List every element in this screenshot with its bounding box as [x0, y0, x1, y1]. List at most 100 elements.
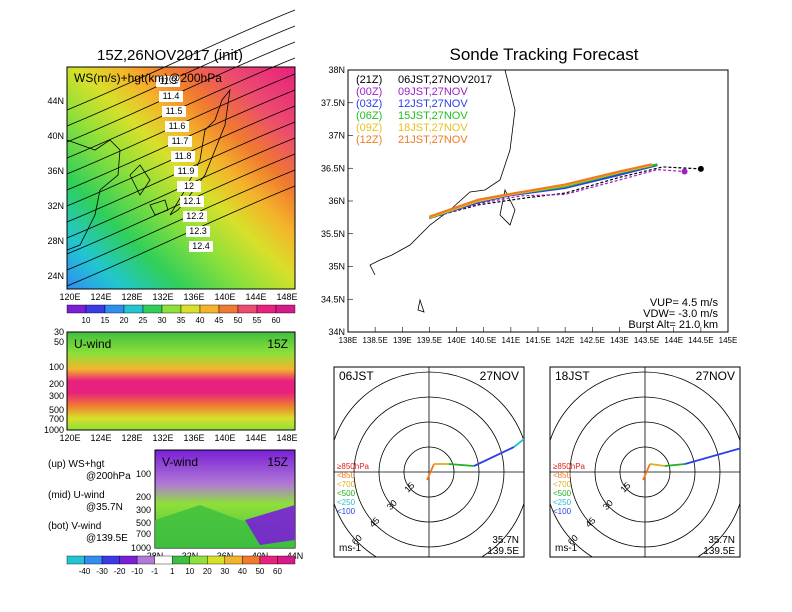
uwind-lon-label: 144E	[245, 433, 266, 443]
vwind-pressure-label: 700	[136, 529, 151, 539]
sonde-legend-label: 15JST,27NOV	[398, 110, 468, 122]
hodograph-segment	[664, 463, 686, 467]
sonde-lat-label: 36N	[328, 196, 345, 206]
sonde-track	[429, 168, 685, 220]
uwind-lon-label: 128E	[121, 433, 142, 443]
height-contour	[66, 9, 296, 111]
colorbar-swatch	[218, 304, 239, 314]
hodograph-level: <250	[337, 498, 356, 507]
panel-legend: (up) WS+hgt@200hPa (mid) U-wind@35.7N (bot…	[48, 459, 131, 544]
colorbar-swatch	[224, 555, 243, 565]
sonde-legend-label: 06JST,27NOV2017	[398, 74, 492, 86]
uwind-pressure-label: 200	[49, 379, 64, 389]
map-lat-label: 24N	[47, 271, 64, 281]
uwind-lon-label: 136E	[183, 433, 204, 443]
ws-colorbar: 10 15 20 25 30 35 40 45 50 55 60	[66, 304, 296, 325]
colorbar-tick-label: -30	[96, 567, 108, 576]
sonde-lon-label: 140.5E	[471, 336, 496, 345]
hodograph-segment	[473, 446, 515, 467]
colorbar-swatch	[123, 304, 144, 314]
hodograph-segment	[684, 447, 740, 465]
sonde-lat-label: 34N	[328, 327, 345, 337]
contour-label-bg	[165, 121, 189, 132]
sonde-lat-label: 35.5N	[321, 229, 345, 239]
map-lon-label: 132E	[152, 292, 173, 302]
sonde-landing-point	[681, 168, 688, 175]
hodograph-level: <500	[337, 489, 356, 498]
contour-label-bg	[168, 136, 192, 147]
sonde-lon-label: 142.5E	[580, 336, 605, 345]
sonde-lon-label: 139E	[393, 336, 412, 345]
vwind-label: V-wind	[162, 455, 198, 469]
sonde-legend-run: (21Z)	[356, 74, 382, 86]
ws-map: 11.3 11.4 11.5 11.6 11.7 11.8 11.9 12 12.1 12.2 12…	[47, 9, 298, 302]
uwind-pressure-label: 100	[49, 362, 64, 372]
sonde-lon-label: 138.5E	[362, 336, 387, 345]
colorbar-swatch	[189, 555, 208, 565]
hodograph-unit: ms-1	[339, 543, 362, 554]
colorbar-tick-label: 50	[234, 316, 243, 325]
colorbar-swatch	[66, 555, 85, 565]
hodograph-lon: 139.5E	[703, 546, 735, 557]
colorbar-tick-label: 15	[101, 316, 110, 325]
contour-label-bg	[174, 166, 198, 177]
hodograph-segment	[649, 463, 666, 467]
vdw-text: VDW= -3.0 m/s	[643, 308, 718, 320]
colorbar-tick-label: 35	[177, 316, 186, 325]
sonde-lon-label: 140E	[447, 336, 466, 345]
contour-label-bg	[162, 106, 186, 117]
uwind-time: 15Z	[267, 337, 288, 351]
sonde-legend-run: (12Z)	[356, 134, 382, 146]
hodograph-lon: 139.5E	[487, 546, 519, 557]
uwind-label: U-wind	[74, 337, 111, 351]
sonde-lat-label: 38N	[328, 65, 345, 75]
sonde-lat-label: 37N	[328, 131, 345, 141]
hodograph-unit: ms-1	[555, 543, 578, 554]
colorbar-swatch	[161, 304, 182, 314]
vwind-pressure-label: 500	[136, 518, 151, 528]
map-lat-label: 32N	[47, 201, 64, 211]
panel-legend-line: @35.7N	[86, 502, 123, 513]
sonde-legend-run: (09Z)	[356, 122, 382, 134]
panel-legend-line: @139.5E	[86, 533, 128, 544]
colorbar-tick-label: 55	[253, 316, 262, 325]
hodograph-level: <850	[337, 471, 356, 480]
uwind-pressure-label: 500	[49, 405, 64, 415]
sonde-lon-label: 142E	[556, 336, 575, 345]
vwind-pressure-label: 200	[136, 492, 151, 502]
hodograph-date: 27NOV	[696, 369, 735, 383]
vwind-time: 15Z	[267, 455, 288, 469]
contour-label: 11.6	[169, 121, 186, 131]
contour-label: 12.3	[189, 226, 207, 236]
colorbar-tick-label: 30	[220, 567, 229, 576]
contour-label: 11.9	[178, 166, 195, 176]
sonde-legend: (21Z) 06JST,27NOV2017 (00Z) 09JST,27NOV (03Z…	[356, 74, 492, 146]
vwind-pressure-label: 300	[136, 505, 151, 515]
sonde-lon-label: 143E	[610, 336, 629, 345]
map-lon-label: 124E	[90, 292, 111, 302]
colorbar-swatch	[242, 555, 261, 565]
colorbar-swatch	[104, 304, 125, 314]
colorbar-tick-label: -40	[79, 567, 91, 576]
uwind-lon-label: 124E	[90, 433, 111, 443]
colorbar-tick-label: 10	[82, 316, 91, 325]
hodograph-segment	[642, 463, 651, 481]
height-contour	[66, 25, 296, 127]
colorbar-swatch	[275, 304, 296, 314]
colorbar-tick-label: 60	[272, 316, 281, 325]
colorbar-tick-label: 25	[139, 316, 148, 325]
sonde-track	[429, 163, 653, 218]
contour-label: 11.8	[175, 151, 192, 161]
contour-label-bg	[186, 226, 210, 237]
hodograph-date: 27NOV	[480, 369, 519, 383]
hodograph-level: <500	[553, 489, 572, 498]
hodograph-segment	[426, 463, 435, 481]
sonde-legend-run: (03Z)	[356, 98, 382, 110]
colorbar-swatch	[84, 555, 103, 565]
colorbar-swatch	[259, 555, 278, 565]
colorbar-tick-label: 60	[273, 567, 282, 576]
vwind-pressure-label: 1000	[131, 543, 151, 553]
